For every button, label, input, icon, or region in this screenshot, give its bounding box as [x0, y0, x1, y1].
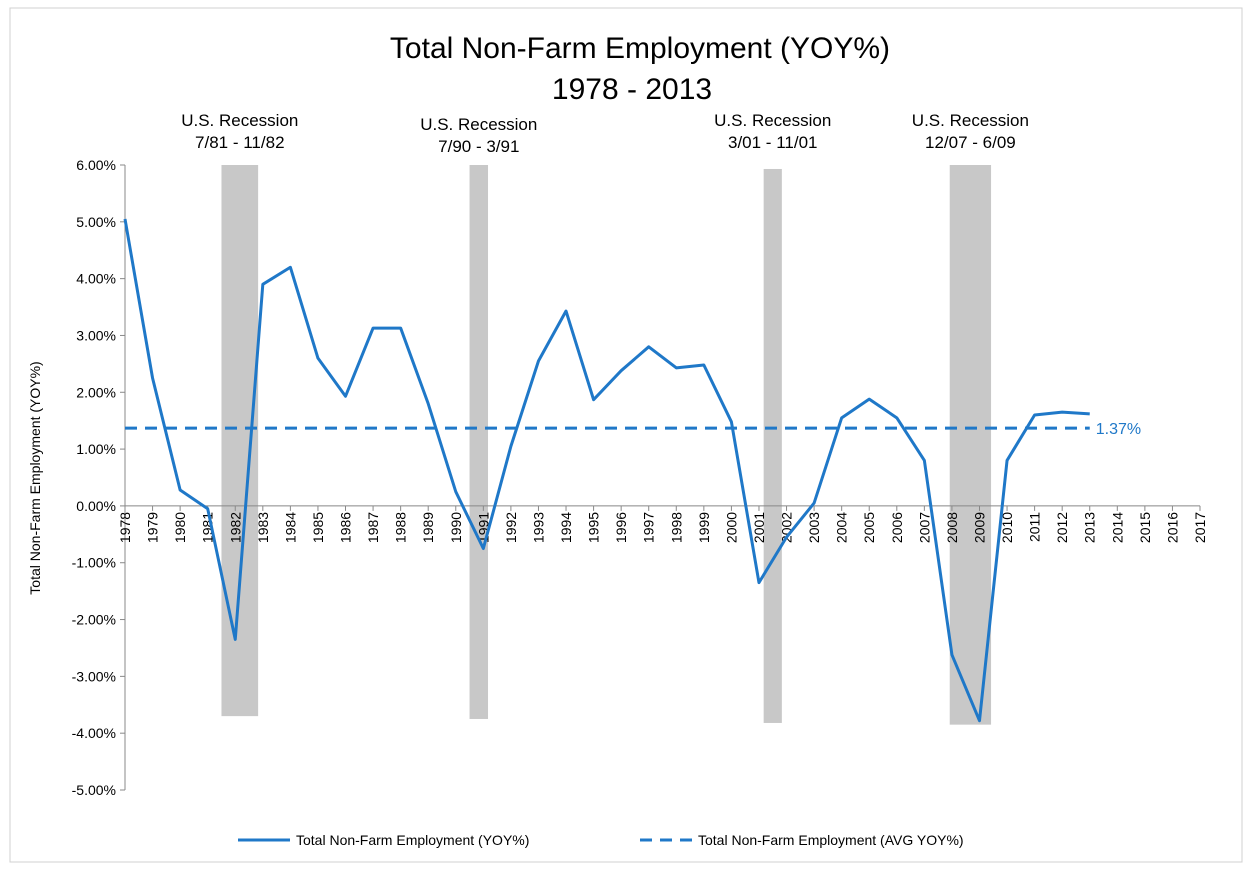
y-tick-label: 3.00%: [76, 327, 116, 343]
recession-label: 7/81 - 11/82: [195, 133, 284, 152]
x-tick-label: 2014: [1109, 512, 1125, 543]
x-tick-label: 1994: [558, 512, 574, 543]
y-tick-label: -1.00%: [72, 555, 116, 571]
x-tick-label: 1992: [503, 512, 519, 543]
y-tick-label: 2.00%: [76, 384, 116, 400]
x-tick-label: 1978: [117, 512, 133, 543]
x-tick-label: 1983: [255, 512, 271, 543]
x-tick-label: 2012: [1054, 512, 1070, 543]
y-tick-label: 5.00%: [76, 214, 116, 230]
recession-label: U.S. Recession: [181, 111, 298, 130]
recession-band: [469, 165, 489, 719]
x-tick-label: 2009: [971, 512, 987, 543]
recession-band: [221, 165, 259, 717]
y-tick-label: -5.00%: [72, 782, 116, 798]
x-tick-label: 1985: [310, 512, 326, 543]
x-tick-label: 2017: [1192, 512, 1208, 543]
x-tick-label: 2011: [1027, 512, 1043, 542]
x-tick-label: 1998: [668, 512, 684, 543]
x-tick-label: 1995: [586, 512, 602, 543]
x-tick-label: 1981: [200, 512, 216, 543]
x-tick-label: 2016: [1164, 512, 1180, 543]
recession-label: U.S. Recession: [912, 111, 1029, 130]
recession-label: 12/07 - 6/09: [925, 133, 1016, 152]
x-tick-label: 2008: [944, 512, 960, 543]
recession-label: 7/90 - 3/91: [438, 137, 519, 156]
y-tick-label: 6.00%: [76, 157, 116, 173]
x-tick-label: 2002: [779, 512, 795, 543]
legend-label: Total Non-Farm Employment (AVG YOY%): [698, 832, 964, 848]
value-label: 1.37%: [1096, 421, 1141, 438]
x-tick-label: 1980: [172, 512, 188, 543]
x-tick-label: 1997: [641, 512, 657, 543]
x-tick-label: 2001: [751, 512, 767, 543]
recession-band: [949, 165, 992, 725]
x-tick-label: 2015: [1137, 512, 1153, 543]
x-tick-label: 1982: [227, 512, 243, 543]
x-tick-label: 2003: [806, 512, 822, 543]
x-tick-label: 1989: [420, 512, 436, 543]
x-tick-label: 1993: [530, 512, 546, 543]
chart-subtitle: 1978 - 2013: [552, 73, 712, 106]
x-tick-label: 1979: [145, 512, 161, 543]
chart-title: Total Non-Farm Employment (YOY%): [390, 32, 890, 65]
x-tick-label: 2000: [723, 512, 739, 543]
x-tick-label: 1999: [696, 512, 712, 543]
x-tick-label: 1987: [365, 512, 381, 543]
y-tick-label: -3.00%: [72, 668, 116, 684]
y-tick-label: 0.00%: [76, 498, 116, 514]
x-tick-label: 2005: [861, 512, 877, 543]
y-axis-label: Total Non-Farm Employment (YOY%): [27, 361, 43, 594]
x-tick-label: 2004: [834, 512, 850, 543]
y-tick-label: -2.00%: [72, 612, 116, 628]
chart-frame: [9, 7, 1243, 863]
recession-label: U.S. Recession: [420, 115, 537, 134]
x-tick-label: 2007: [916, 512, 932, 543]
x-tick-label: 1996: [613, 512, 629, 543]
recession-band: [763, 168, 782, 723]
x-tick-label: 1986: [338, 512, 354, 543]
y-tick-label: 1.00%: [76, 441, 116, 457]
x-tick-label: 2010: [999, 512, 1015, 543]
x-tick-label: 2006: [889, 512, 905, 543]
recession-label: U.S. Recession: [714, 111, 831, 130]
y-tick-label: 4.00%: [76, 271, 116, 287]
recession-label: 3/01 - 11/01: [728, 133, 817, 152]
x-tick-label: 1984: [282, 512, 298, 543]
x-tick-label: 1990: [448, 512, 464, 543]
series-line: [123, 218, 1090, 723]
y-tick-label: -4.00%: [72, 725, 116, 741]
legend-label: Total Non-Farm Employment (YOY%): [296, 832, 529, 848]
x-tick-label: 2013: [1082, 512, 1098, 543]
x-tick-label: 1988: [393, 512, 409, 543]
